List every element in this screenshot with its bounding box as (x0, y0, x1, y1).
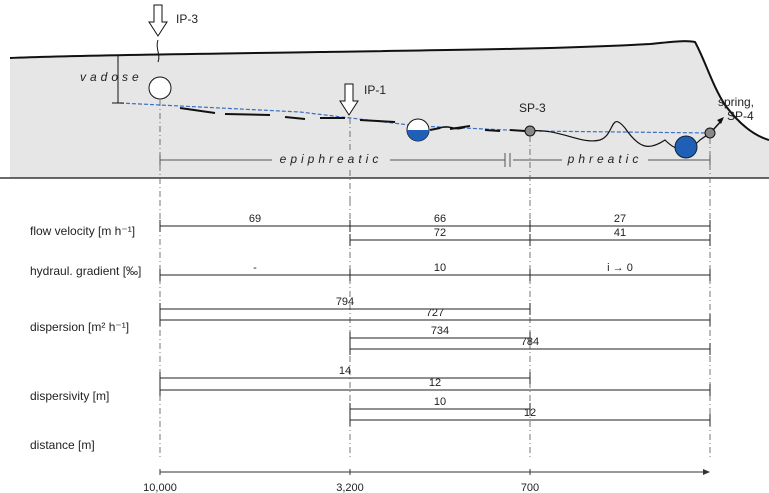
bar: 41 (530, 227, 710, 246)
bar-label: 66 (434, 213, 446, 225)
bar-label: 12 (429, 377, 441, 389)
bar: - (160, 262, 350, 281)
bar: 10 (350, 396, 530, 415)
label: SP-4 (727, 109, 754, 123)
bar-label: 734 (431, 325, 449, 337)
bar-label: 41 (614, 227, 626, 239)
bar-label: 10 (434, 396, 446, 408)
bar-label: 784 (521, 336, 539, 348)
label: vadose (80, 70, 143, 84)
bar-label: 727 (426, 307, 444, 319)
bar-label: 72 (434, 227, 446, 239)
bar-label: i → 0 (607, 262, 633, 274)
row-label: dispersion [m² h⁻¹] (30, 320, 129, 334)
bar: 734 (350, 325, 530, 344)
bar-label: 12 (524, 407, 536, 419)
bar-label: 10 (434, 262, 446, 274)
bar: 69 (160, 213, 350, 232)
label: phreatic (567, 152, 643, 166)
label: spring, (718, 95, 754, 109)
bar: 12 (160, 377, 710, 396)
row-label: hydraul. gradient [‰] (30, 264, 141, 278)
label: SP-3 (519, 101, 546, 115)
row-label: distance [m] (30, 438, 95, 452)
tick-label: 10,000 (143, 482, 177, 493)
bar-label: - (253, 262, 257, 274)
bar-label: 69 (249, 213, 261, 225)
bar: 10 (350, 262, 530, 281)
bar: i → 0 (530, 262, 710, 281)
bar: 794 (160, 296, 530, 315)
row-label: flow velocity [m h⁻¹] (30, 224, 135, 238)
tick-label: 700 (521, 482, 539, 493)
row-label: dispersivity [m] (30, 389, 109, 403)
bar-label: 14 (339, 365, 351, 377)
bar: 14 (160, 365, 530, 384)
label: IP-1 (364, 83, 386, 97)
label: IP-3 (176, 12, 198, 26)
tick-label: 3,200 (336, 482, 364, 493)
bar: 72 (350, 227, 530, 246)
bar-label: 27 (614, 213, 626, 225)
table: flow velocity [m h⁻¹] hydraul. gradient … (30, 200, 710, 493)
label: epiphreatic (280, 152, 383, 166)
bar-label: 794 (336, 296, 354, 308)
cross-section: IP-3 vadose IP-1 SP-3 spring, SP-4 epiph… (0, 5, 769, 200)
bar: 727 (160, 307, 710, 326)
diagram: IP-3 vadose IP-1 SP-3 spring, SP-4 epiph… (0, 0, 769, 493)
